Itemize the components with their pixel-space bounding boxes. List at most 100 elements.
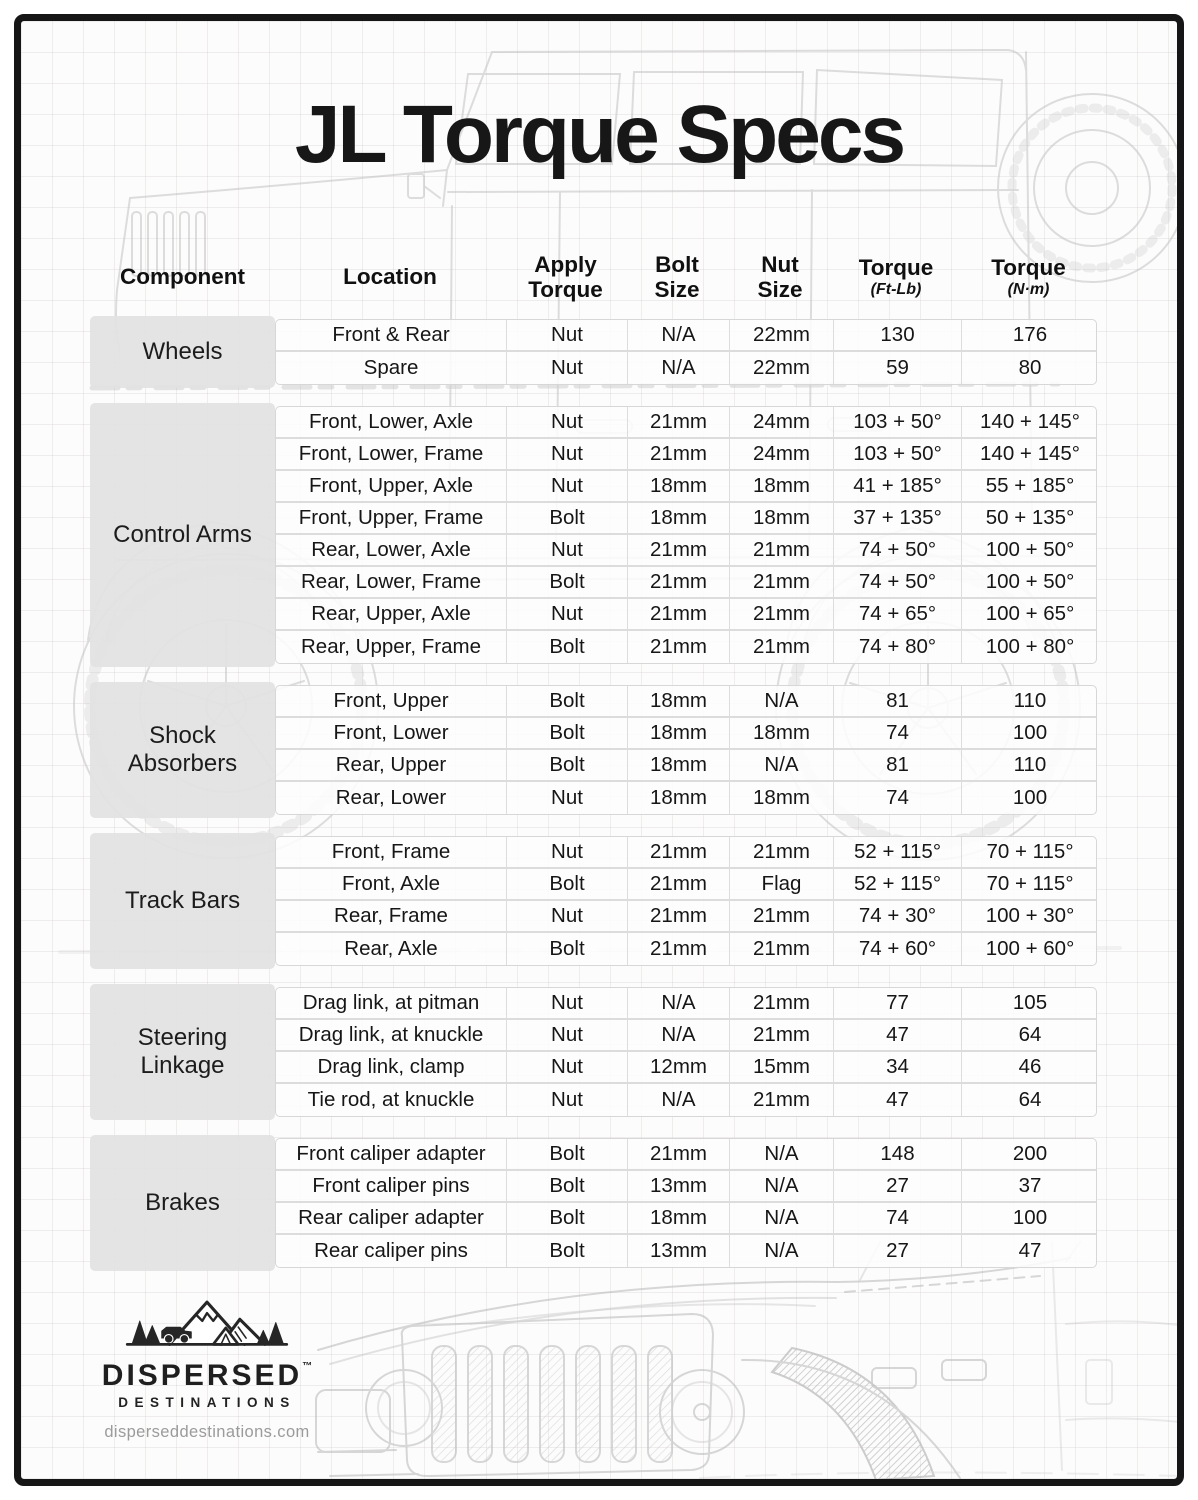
cell-nut-size: 21mm: [729, 988, 833, 1018]
cell-torque-ftlb: 74 + 80°: [833, 631, 961, 663]
cell-torque-nm: 110: [961, 750, 1096, 780]
cell-apply-torque: Nut: [506, 407, 627, 437]
table-row: Front, Lower Bolt 18mm 18mm 74 100: [276, 718, 1096, 750]
section-rows: Front, Frame Nut 21mm 21mm 52 + 115° 70 …: [275, 836, 1097, 966]
cell-apply-torque: Bolt: [506, 503, 627, 533]
cell-torque-ftlb: 74: [833, 1203, 961, 1233]
cell-torque-ftlb: 47: [833, 1084, 961, 1116]
header-torque-nm: Torque (N·m): [991, 254, 1066, 299]
cell-nut-size: N/A: [729, 1235, 833, 1267]
cell-apply-torque: Bolt: [506, 933, 627, 965]
cell-bolt-size: 21mm: [627, 933, 729, 965]
brand-logo: DISPERSED™ DESTINATIONS disperseddestina…: [92, 1292, 322, 1442]
cell-bolt-size: 21mm: [627, 535, 729, 565]
cell-nut-size: 24mm: [729, 439, 833, 469]
cell-bolt-size: 21mm: [627, 869, 729, 899]
component-cell: Track Bars: [90, 833, 275, 969]
cell-torque-nm: 47: [961, 1235, 1096, 1267]
cell-bolt-size: 18mm: [627, 471, 729, 501]
table-row: Rear, Lower, Frame Bolt 21mm 21mm 74 + 5…: [276, 567, 1096, 599]
cell-location: Front, Lower: [333, 721, 449, 744]
cell-torque-nm: 100 + 50°: [961, 535, 1096, 565]
cell-bolt-size: 21mm: [627, 837, 729, 867]
cell-apply-torque: Nut: [506, 352, 627, 384]
cell-torque-nm: 176: [961, 320, 1096, 350]
cell-apply-torque: Bolt: [506, 631, 627, 663]
cell-torque-nm: 70 + 115°: [961, 837, 1096, 867]
table-row: Rear, Lower Nut 18mm 18mm 74 100: [276, 782, 1096, 814]
cell-bolt-size: N/A: [627, 352, 729, 384]
cell-bolt-size: 18mm: [627, 686, 729, 716]
cell-torque-nm: 100 + 50°: [961, 567, 1096, 597]
cell-nut-size: 18mm: [729, 782, 833, 814]
cell-location: Front, Lower, Frame: [298, 442, 484, 465]
cell-nut-size: 18mm: [729, 503, 833, 533]
component-cell: Control Arms: [90, 403, 275, 667]
cell-torque-nm: 100: [961, 782, 1096, 814]
cell-bolt-size: 21mm: [627, 599, 729, 629]
page-title: JL Torque Specs: [294, 89, 906, 180]
cell-torque-nm: 37: [961, 1171, 1096, 1201]
component-label: Steering Linkage: [137, 1024, 228, 1079]
cell-torque-nm: 140 + 145°: [961, 439, 1096, 469]
cell-torque-ftlb: 27: [833, 1171, 961, 1201]
cell-nut-size: N/A: [729, 686, 833, 716]
section-rows: Front & Rear Nut N/A 22mm 130 176 Spare …: [275, 319, 1097, 385]
cell-bolt-size: N/A: [627, 988, 729, 1018]
cell-apply-torque: Nut: [506, 1052, 627, 1082]
table-header-row: Component Location Apply Torque Bolt Siz…: [90, 246, 1097, 308]
cell-bolt-size: 21mm: [627, 631, 729, 663]
cell-location: Rear, Axle: [344, 937, 438, 960]
cell-bolt-size: N/A: [627, 320, 729, 350]
header-location: Location: [343, 264, 437, 290]
cell-torque-nm: 55 + 185°: [961, 471, 1096, 501]
section-rows: Front, Lower, Axle Nut 21mm 24mm 103 + 5…: [275, 406, 1097, 664]
cell-torque-nm: 100 + 30°: [961, 901, 1096, 931]
cell-apply-torque: Nut: [506, 320, 627, 350]
cell-torque-nm: 70 + 115°: [961, 869, 1096, 899]
cell-location: Front, Frame: [331, 840, 451, 863]
table-row: Front caliper pins Bolt 13mm N/A 27 37: [276, 1171, 1096, 1203]
cell-nut-size: 18mm: [729, 718, 833, 748]
cell-apply-torque: Nut: [506, 1084, 627, 1116]
table-row: Rear, Lower, Axle Nut 21mm 21mm 74 + 50°…: [276, 535, 1096, 567]
table-row: Front, Axle Bolt 21mm Flag 52 + 115° 70 …: [276, 869, 1096, 901]
component-cell: Steering Linkage: [90, 984, 275, 1120]
table-row: Spare Nut N/A 22mm 59 80: [276, 352, 1096, 384]
cell-bolt-size: 18mm: [627, 750, 729, 780]
table-row: Rear, Axle Bolt 21mm 21mm 74 + 60° 100 +…: [276, 933, 1096, 965]
table-sections: Wheels Front & Rear Nut N/A 22mm 130 176…: [90, 316, 1097, 1271]
table-section: Shock Absorbers Front, Upper Bolt 18mm N…: [90, 682, 1097, 818]
cell-nut-size: 21mm: [729, 599, 833, 629]
cell-nut-size: N/A: [729, 1171, 833, 1201]
cell-torque-ftlb: 103 + 50°: [833, 407, 961, 437]
table-row: Rear caliper adapter Bolt 18mm N/A 74 10…: [276, 1203, 1096, 1235]
component-cell: Brakes: [90, 1135, 275, 1271]
cell-torque-nm: 100 + 80°: [961, 631, 1096, 663]
table-section: Steering Linkage Drag link, at pitman Nu…: [90, 984, 1097, 1120]
cell-torque-ftlb: 59: [833, 352, 961, 384]
cell-bolt-size: 21mm: [627, 439, 729, 469]
table-section: Wheels Front & Rear Nut N/A 22mm 130 176…: [90, 316, 1097, 388]
brand-name: DISPERSED™: [101, 1359, 313, 1392]
table-row: Front, Lower, Axle Nut 21mm 24mm 103 + 5…: [276, 407, 1096, 439]
cell-apply-torque: Bolt: [506, 686, 627, 716]
cell-apply-torque: Bolt: [506, 1235, 627, 1267]
cell-torque-ftlb: 74 + 60°: [833, 933, 961, 965]
cell-apply-torque: Bolt: [506, 1171, 627, 1201]
cell-bolt-size: 13mm: [627, 1235, 729, 1267]
cell-bolt-size: 18mm: [627, 1203, 729, 1233]
cell-apply-torque: Nut: [506, 782, 627, 814]
cell-torque-nm: 64: [961, 1084, 1096, 1116]
cell-apply-torque: Bolt: [506, 567, 627, 597]
cell-location: Tie rod, at knuckle: [307, 1088, 475, 1111]
component-cell: Wheels: [90, 316, 275, 388]
cell-apply-torque: Nut: [506, 901, 627, 931]
component-label: Shock Absorbers: [127, 722, 238, 777]
table-row: Drag link, at pitman Nut N/A 21mm 77 105: [276, 988, 1096, 1020]
table-row: Front, Upper, Frame Bolt 18mm 18mm 37 + …: [276, 503, 1096, 535]
cell-torque-nm: 200: [961, 1139, 1096, 1169]
cell-location: Drag link, clamp: [317, 1055, 465, 1078]
cell-location: Rear, Upper: [335, 753, 447, 776]
